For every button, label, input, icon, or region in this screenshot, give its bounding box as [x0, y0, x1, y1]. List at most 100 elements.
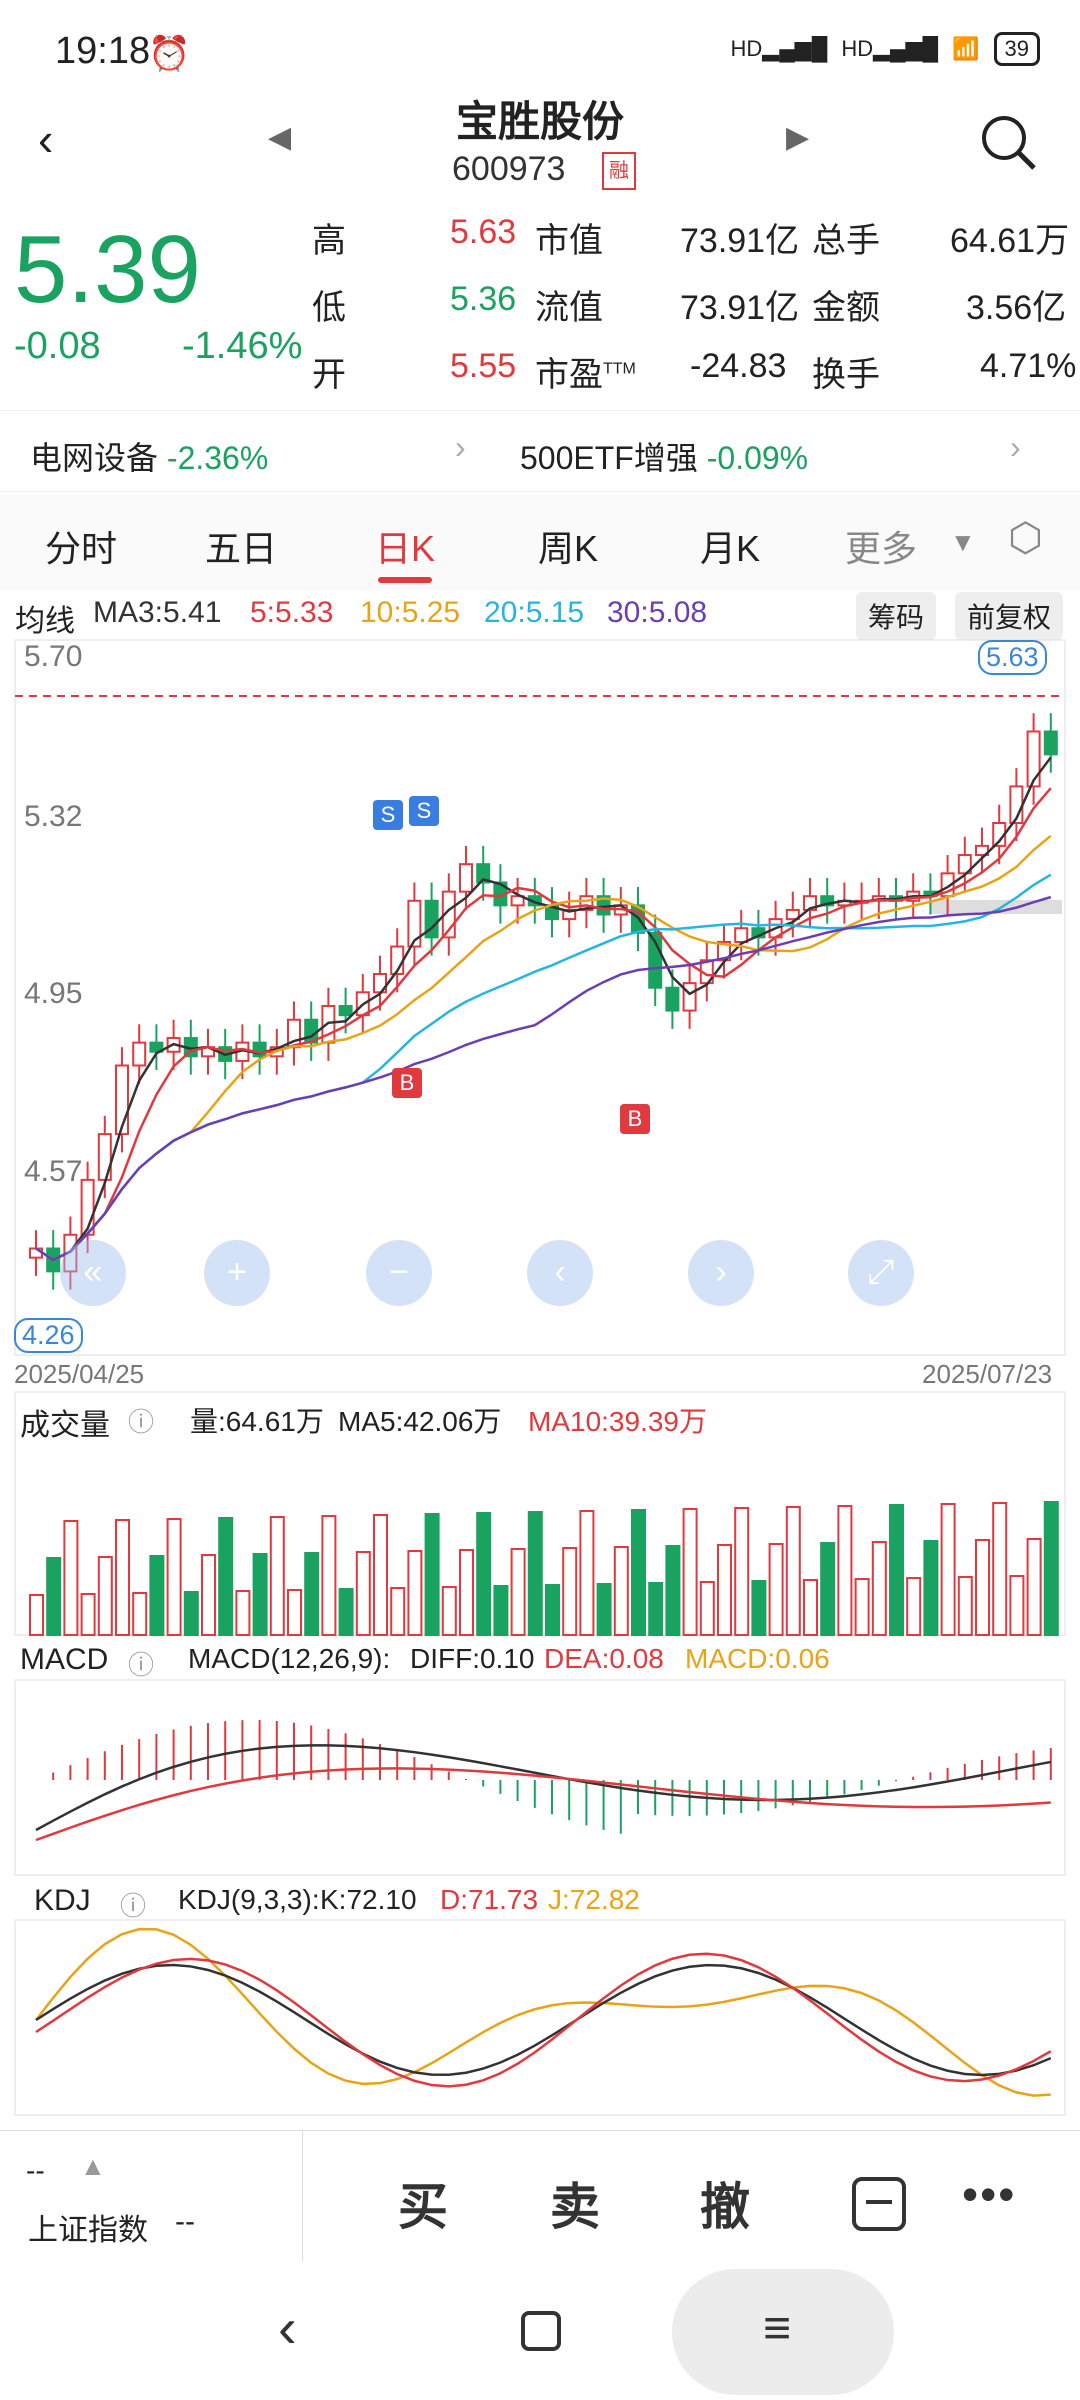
system-nav-bar: ‹ ≡: [0, 2265, 1080, 2400]
volume-bar: [321, 1515, 337, 1636]
more-icon[interactable]: •••: [962, 2168, 1017, 2220]
tab-weekly-k[interactable]: 周K: [538, 528, 599, 569]
volume-bar: [665, 1545, 681, 1636]
volume-bar: [906, 1577, 922, 1636]
tab-indicator: [378, 577, 432, 583]
tab-more[interactable]: 更多: [845, 528, 918, 569]
volume-bar: [183, 1591, 199, 1636]
volume-bar: [631, 1509, 646, 1636]
macd-label: MACD: [20, 1643, 109, 1676]
index-change: --: [175, 2205, 195, 2238]
status-icons: HD▂▄▆█ HD▂▄▆█ 📶 39: [731, 32, 1040, 66]
volume-bar: [235, 1590, 251, 1636]
dropdown-icon[interactable]: ▼: [950, 527, 976, 557]
stat-float-label: 流值: [535, 289, 603, 327]
ma3-value: MA3:5.41: [93, 596, 222, 629]
current-price: 5.39: [14, 216, 201, 323]
volume-bar: [287, 1589, 302, 1636]
buy-signal-marker: B: [620, 1104, 650, 1134]
tab-five-day[interactable]: 五日: [205, 528, 278, 569]
volume-bar: [46, 1557, 62, 1636]
adjust-button[interactable]: 前复权: [955, 592, 1064, 640]
tab-daily-k[interactable]: 日K: [375, 528, 436, 569]
tab-intraday[interactable]: 分时: [45, 528, 118, 569]
zoom-in-icon[interactable]: +: [204, 1240, 270, 1306]
minus-box-icon[interactable]: [852, 2177, 906, 2231]
index-value: --: [26, 2155, 45, 2186]
help-icon[interactable]: ⓘ: [120, 1891, 147, 1921]
stat-open-value: 5.55: [450, 347, 517, 385]
ma-line: [35, 873, 1052, 1262]
kdj-d: D:71.73: [440, 1884, 539, 1915]
volume-bar: [97, 1556, 113, 1636]
back-icon[interactable]: ‹: [38, 113, 54, 165]
kdj-params: KDJ(9,3,3):: [178, 1884, 320, 1915]
tab-monthly-k[interactable]: 月K: [700, 528, 761, 569]
nav-home-icon[interactable]: [521, 2311, 561, 2351]
macd-macd: MACD:0.06: [685, 1643, 830, 1674]
axis-label-2: 5.32: [24, 800, 83, 833]
candle: [149, 1041, 164, 1053]
volume-ma10: MA10:39.39万: [528, 1406, 707, 1437]
volume-bar: [149, 1555, 165, 1636]
volume-bar: [527, 1511, 543, 1636]
help-icon[interactable]: ⓘ: [128, 1407, 155, 1437]
volume-bar: [441, 1586, 457, 1636]
stock-charts[interactable]: [0, 630, 1080, 2130]
status-time: 19:18: [55, 30, 151, 72]
volume-bar: [424, 1513, 440, 1636]
candle: [1043, 730, 1058, 756]
volume-ma5: MA5:42.06万: [338, 1406, 502, 1437]
volume-value: 量:64.61万: [190, 1406, 324, 1437]
stat-high-value: 5.63: [450, 213, 517, 251]
stat-vol-value: 64.61万: [950, 222, 1070, 260]
status-bar: 19:18 ⏰ HD▂▄▆█ HD▂▄▆█ 📶 39: [0, 0, 1080, 100]
help-icon[interactable]: ⓘ: [128, 1650, 155, 1680]
candle: [459, 863, 473, 893]
sector-item-1[interactable]: 电网设备 -2.36%: [30, 440, 269, 476]
stat-high-label: 高: [312, 222, 346, 260]
volume-bar: [132, 1592, 148, 1636]
next-stock-icon[interactable]: ▶: [786, 121, 810, 154]
candle: [407, 899, 422, 948]
volume-bar: [957, 1576, 973, 1636]
price-change-pct: -1.46%: [182, 325, 303, 367]
search-icon[interactable]: [978, 112, 1038, 172]
low-price-tag: 4.26: [14, 1318, 83, 1353]
settings-icon[interactable]: ⬡: [1008, 516, 1043, 560]
ma-line: [35, 787, 1052, 1262]
volume-bar: [510, 1548, 526, 1636]
cancel-order-button[interactable]: 撤: [700, 2179, 750, 2235]
volume-bar: [373, 1514, 388, 1636]
kdj-j-line: [35, 1927, 1051, 2097]
axis-label-3: 4.95: [24, 977, 83, 1010]
sell-button[interactable]: 卖: [550, 2179, 600, 2235]
stat-mktcap-value: 73.91亿: [680, 222, 800, 260]
volume-bar: [940, 1503, 956, 1636]
volume-bar: [390, 1587, 406, 1636]
chip-button[interactable]: 筹码: [856, 592, 937, 640]
sell-signal-marker: S: [409, 796, 439, 826]
macd-params: MACD(12,26,9):: [188, 1643, 391, 1674]
scroll-left-fast-icon[interactable]: «: [60, 1240, 126, 1306]
sector-item-2[interactable]: 500ETF增强 -0.09%: [520, 440, 809, 476]
scroll-left-icon[interactable]: ‹: [527, 1240, 593, 1306]
stat-amount-label: 金额: [812, 289, 880, 327]
nav-menu-icon[interactable]: ≡: [763, 2302, 792, 2355]
prev-stock-icon[interactable]: ◀: [268, 121, 292, 154]
scroll-right-icon[interactable]: ›: [688, 1240, 754, 1306]
fullscreen-icon[interactable]: ⤢: [848, 1240, 914, 1306]
nav-back-icon[interactable]: ‹: [278, 2296, 297, 2359]
volume-bar: [1026, 1538, 1042, 1636]
zoom-out-icon[interactable]: −: [366, 1240, 432, 1306]
volume-bar: [115, 1519, 130, 1636]
ma-legend-label: 均线: [15, 605, 75, 638]
volume-bar: [201, 1554, 216, 1636]
candle: [424, 899, 439, 939]
ma30-value: 30:5.08: [607, 596, 708, 629]
index-name[interactable]: 上证指数: [28, 2214, 148, 2247]
volume-bar: [889, 1504, 904, 1636]
sell-signal-marker: S: [373, 800, 403, 830]
candle: [682, 982, 697, 1012]
buy-button[interactable]: 买: [398, 2179, 448, 2235]
